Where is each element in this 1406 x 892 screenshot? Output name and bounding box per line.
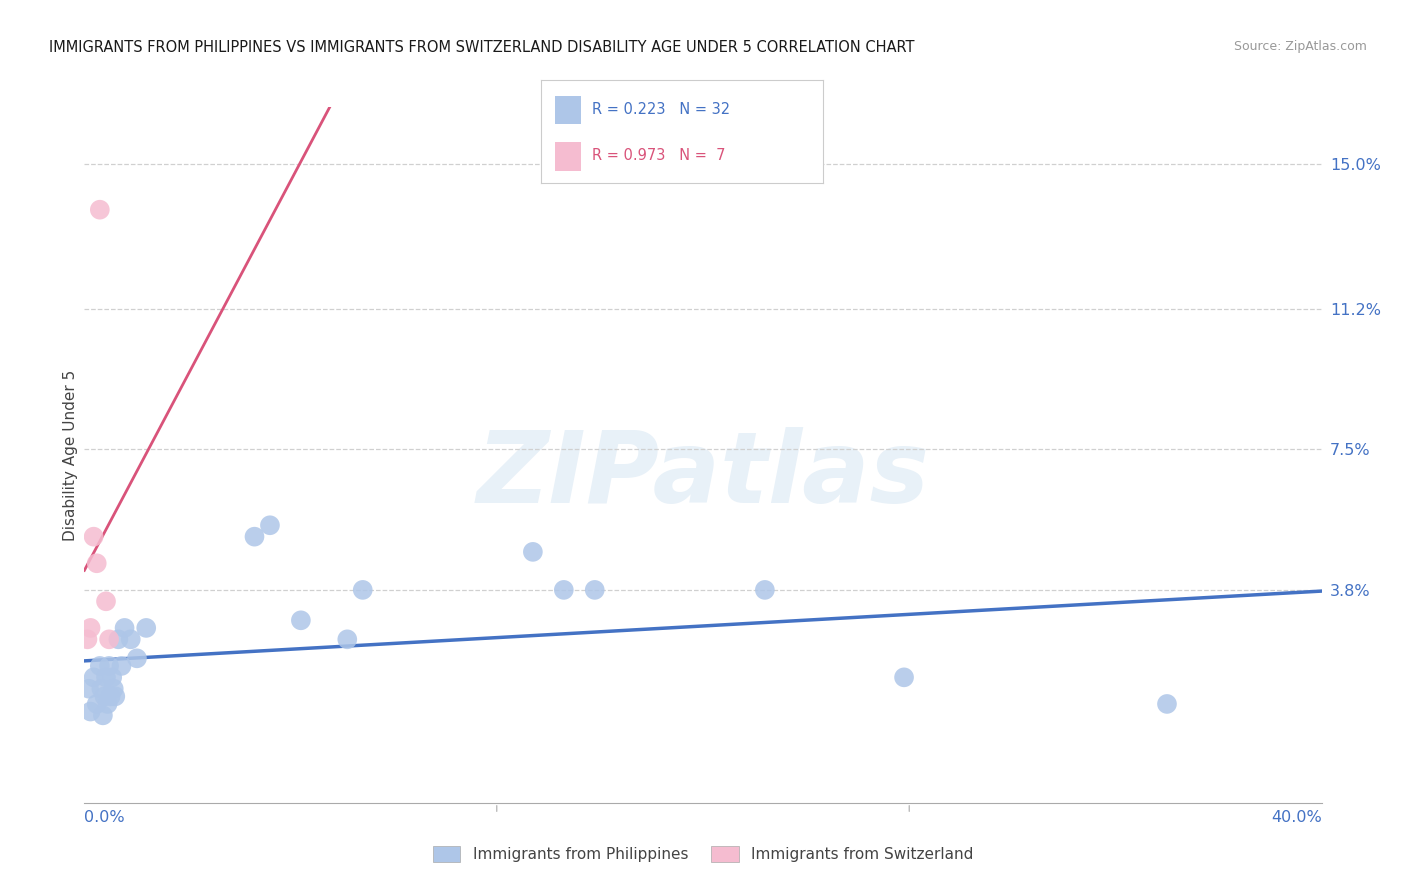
Bar — [555, 142, 581, 170]
Point — [583, 582, 606, 597]
Point — [94, 670, 117, 684]
Point — [553, 582, 575, 597]
Point — [259, 518, 281, 533]
Point — [93, 690, 115, 704]
Point — [90, 681, 112, 696]
Point — [100, 690, 122, 704]
Point — [77, 681, 100, 696]
Point — [101, 670, 124, 684]
Text: 0.0%: 0.0% — [84, 811, 125, 825]
Text: ZIPatlas: ZIPatlas — [477, 427, 929, 524]
Point — [89, 202, 111, 217]
Text: 40.0%: 40.0% — [1271, 811, 1322, 825]
Point — [79, 705, 101, 719]
Point — [107, 632, 129, 647]
Point — [352, 582, 374, 597]
Point — [97, 697, 120, 711]
Y-axis label: Disability Age Under 5: Disability Age Under 5 — [63, 369, 77, 541]
Point — [83, 670, 105, 684]
Point — [98, 632, 121, 647]
Point — [120, 632, 142, 647]
Point — [135, 621, 157, 635]
Point — [76, 632, 98, 647]
Point — [94, 594, 117, 608]
Text: IMMIGRANTS FROM PHILIPPINES VS IMMIGRANTS FROM SWITZERLAND DISABILITY AGE UNDER : IMMIGRANTS FROM PHILIPPINES VS IMMIGRANT… — [49, 40, 915, 55]
Point — [290, 613, 312, 627]
Point — [125, 651, 148, 665]
Point — [103, 681, 125, 696]
Point — [336, 632, 359, 647]
Point — [114, 621, 136, 635]
Point — [522, 545, 544, 559]
Point — [86, 556, 108, 570]
Text: Source: ZipAtlas.com: Source: ZipAtlas.com — [1233, 40, 1367, 54]
Legend: Immigrants from Philippines, Immigrants from Switzerland: Immigrants from Philippines, Immigrants … — [433, 847, 973, 862]
Text: R = 0.223   N = 32: R = 0.223 N = 32 — [592, 102, 730, 117]
Bar — [555, 95, 581, 124]
Point — [893, 670, 915, 684]
Point — [243, 530, 266, 544]
Point — [79, 621, 101, 635]
Point — [98, 659, 121, 673]
Point — [91, 708, 114, 723]
Text: R = 0.973   N =  7: R = 0.973 N = 7 — [592, 148, 725, 163]
Point — [104, 690, 127, 704]
Point — [110, 659, 132, 673]
Point — [86, 697, 108, 711]
Point — [83, 530, 105, 544]
Point — [1156, 697, 1178, 711]
Point — [754, 582, 776, 597]
Point — [89, 659, 111, 673]
